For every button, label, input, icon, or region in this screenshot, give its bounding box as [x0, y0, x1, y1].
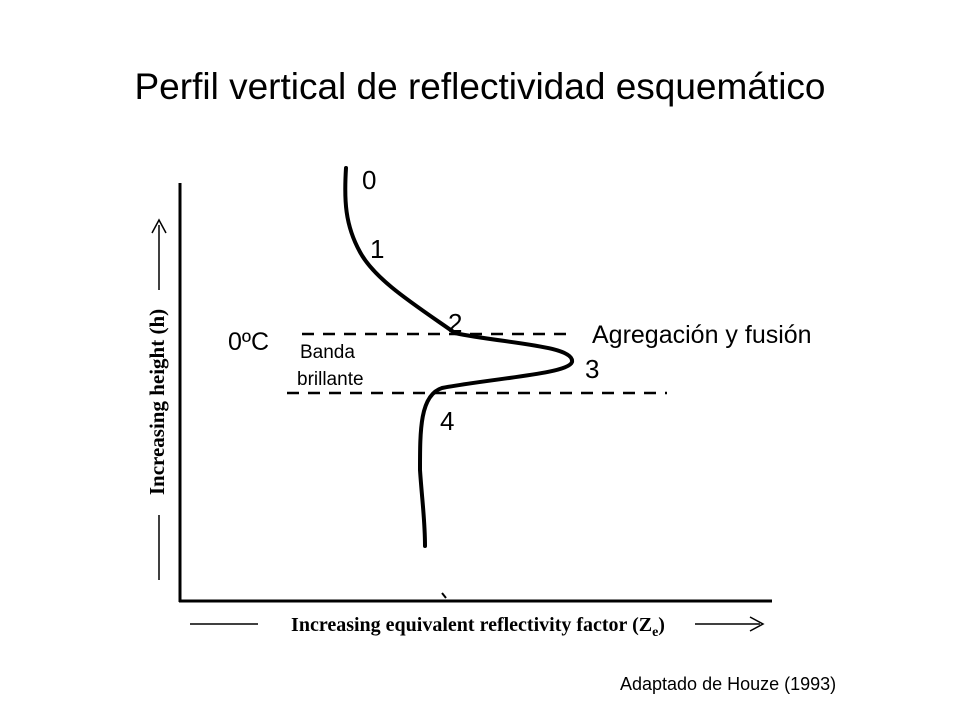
- x-axis-label-main: Increasing equivalent reflectivity facto…: [291, 614, 652, 636]
- point-label-4: 4: [440, 406, 454, 436]
- bright-band-label-line2: brillante: [297, 369, 364, 390]
- curve-tick: [441, 592, 447, 599]
- point-label-0: 0: [362, 165, 376, 195]
- aggregation-melting-label: Agregación y fusión: [592, 321, 812, 349]
- source-credit: Adaptado de Houze (1993): [620, 674, 837, 694]
- y-label-arrowhead: [151, 218, 167, 234]
- x-axis-label: Increasing equivalent reflectivity facto…: [291, 614, 665, 640]
- y-axis-label: Increasing height (h): [145, 309, 169, 495]
- slide-title: Perfil vertical de reflectividad esquemá…: [134, 66, 826, 107]
- point-label-3: 3: [585, 354, 599, 384]
- point-label-2: 2: [448, 308, 462, 338]
- x-axis-label-subscript: e: [652, 625, 658, 640]
- point-label-1: 1: [370, 234, 384, 264]
- x-label-arrowhead: [749, 616, 765, 632]
- reflectivity-profile-curve: [343, 166, 574, 548]
- freezing-level-label: 0ºC: [228, 328, 269, 356]
- bright-band-label-line1: Banda: [300, 342, 355, 363]
- x-axis-label-close: ): [658, 614, 665, 636]
